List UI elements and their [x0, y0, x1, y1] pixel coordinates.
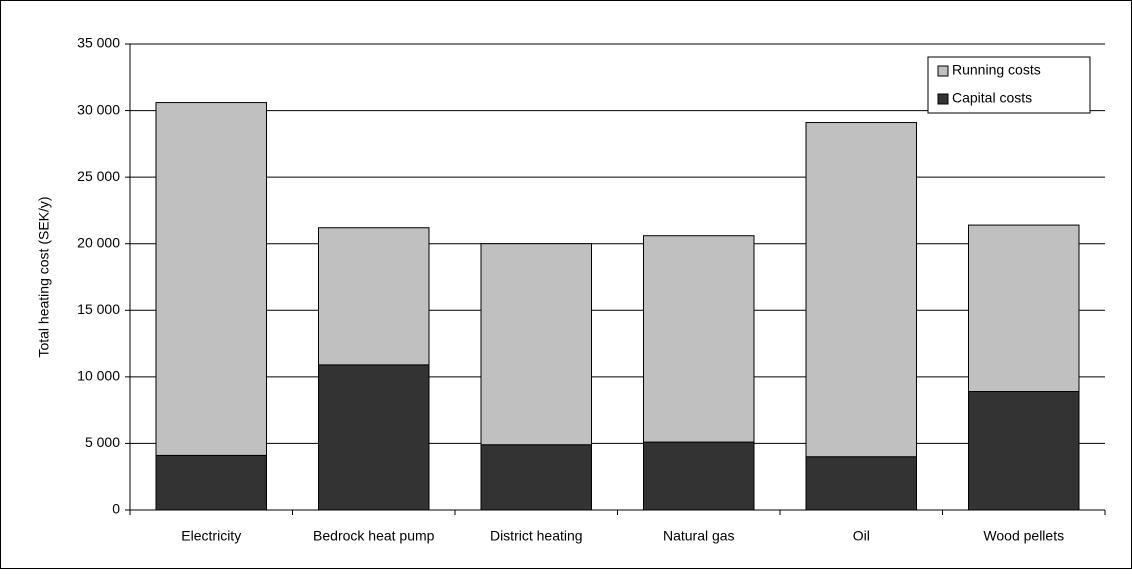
- y-tick-label: 20 000: [77, 234, 120, 250]
- bar-segment: [805, 122, 917, 458]
- bar-segment: [480, 444, 592, 511]
- legend-label: Running costs: [952, 62, 1041, 78]
- y-axis-label: Total heating cost (SEK/y): [36, 196, 52, 357]
- y-tick-label: 0: [112, 501, 120, 517]
- x-tick-label: Bedrock heat pump: [313, 528, 435, 544]
- bar-segment: [643, 441, 755, 511]
- y-tick-label: 10 000: [77, 368, 120, 384]
- bar-segment: [318, 227, 430, 366]
- bar-segment: [480, 243, 592, 446]
- legend-swatch: [937, 93, 949, 105]
- bar-segment: [318, 364, 430, 511]
- legend-swatch: [937, 65, 949, 77]
- x-tick-label: Wood pellets: [983, 528, 1064, 544]
- bar-segment: [155, 454, 267, 511]
- x-tick-label: District heating: [490, 528, 583, 544]
- bar-segment: [968, 224, 1080, 393]
- bar-segment: [155, 102, 267, 456]
- y-tick-label: 5 000: [85, 434, 120, 450]
- x-tick-label: Oil: [853, 528, 870, 544]
- bar-segment: [643, 235, 755, 443]
- legend-label: Capital costs: [952, 90, 1032, 106]
- bar-segment: [805, 456, 917, 511]
- legend-box: [927, 56, 1091, 114]
- y-tick-label: 35 000: [77, 35, 120, 51]
- y-tick-label: 30 000: [77, 101, 120, 117]
- x-tick-label: Natural gas: [663, 528, 735, 544]
- x-tick-label: Electricity: [181, 528, 241, 544]
- bar-segment: [968, 391, 1080, 511]
- y-tick-label: 25 000: [77, 168, 120, 184]
- y-tick-label: 15 000: [77, 301, 120, 317]
